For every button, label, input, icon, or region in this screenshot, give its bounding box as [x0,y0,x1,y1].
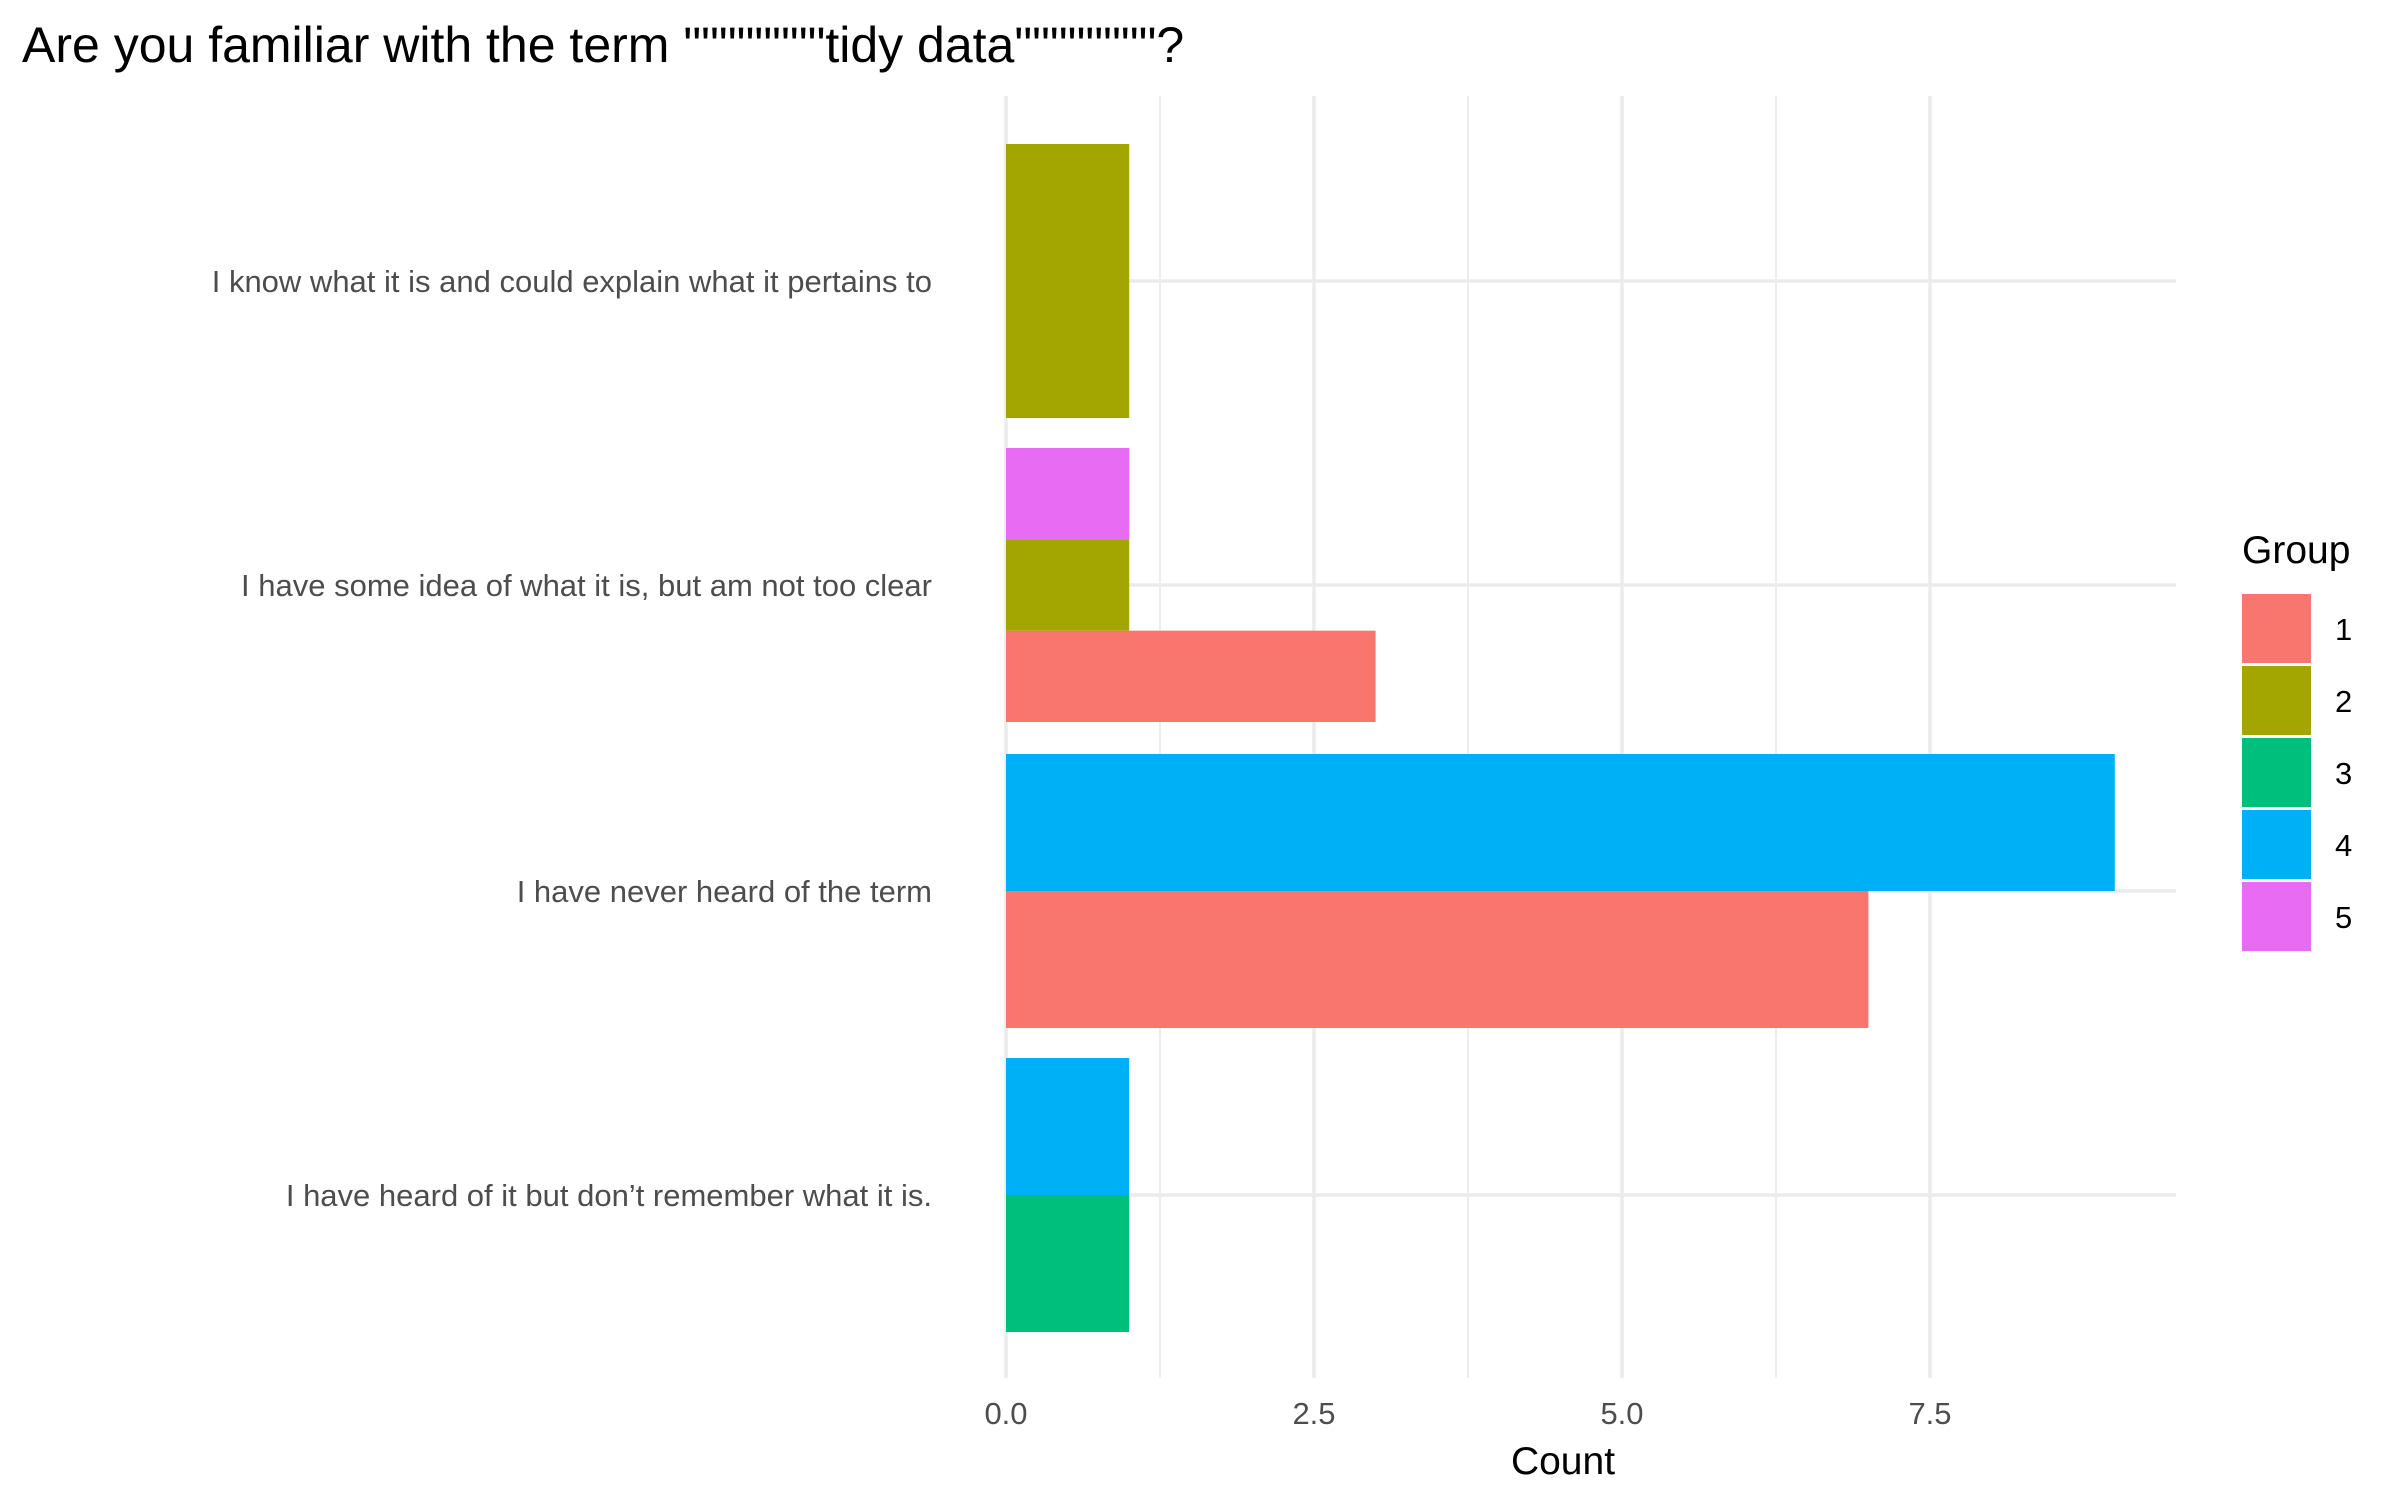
y-tick-label: I have never heard of the term [517,874,932,909]
grid [1004,96,2176,1378]
bar-group-3 [1006,1195,1130,1332]
bar-group-4 [1006,754,2115,891]
legend-label-1: 1 [2335,612,2352,647]
x-tick-label: 0.0 [984,1396,1027,1431]
x-axis-title: Count [1511,1440,1615,1483]
legend-label-5: 5 [2335,900,2352,935]
x-axis-tick-labels: 0.0 2.5 5.0 7.5 [984,1396,1951,1431]
legend-items: 1 2 3 4 5 [2242,594,2352,951]
y-axis-tick-labels: I have heard of it but don’t remember wh… [212,264,932,1213]
y-tick-label: I have heard of it but don’t remember wh… [286,1178,932,1213]
legend-key-3 [2242,738,2311,807]
bar-group-2 [1006,144,1130,418]
x-tick-label: 7.5 [1908,1396,1951,1431]
legend-label-3: 3 [2335,756,2352,791]
bar-group-2 [1006,539,1130,631]
bar-group-5 [1006,448,1130,540]
bar-group-1 [1006,891,1869,1028]
legend-key-2 [2242,666,2311,735]
legend-label-4: 4 [2335,828,2352,863]
legend-key-1 [2242,594,2311,663]
x-tick-label: 5.0 [1600,1396,1643,1431]
legend-title: Group [2242,529,2350,572]
x-tick-label: 2.5 [1292,1396,1335,1431]
legend-label-2: 2 [2335,684,2352,719]
chart-title: Are you familiar with the term """"""""t… [22,17,1184,73]
bar-group-1 [1006,630,1376,722]
legend-key-4 [2242,810,2311,879]
bars [1006,144,2115,1332]
y-tick-label: I have some idea of what it is, but am n… [241,568,932,603]
y-tick-label: I know what it is and could explain what… [212,264,932,299]
legend: Group 1 2 3 4 5 [2242,529,2352,951]
legend-key-5 [2242,882,2311,951]
bar-group-4 [1006,1058,1130,1195]
